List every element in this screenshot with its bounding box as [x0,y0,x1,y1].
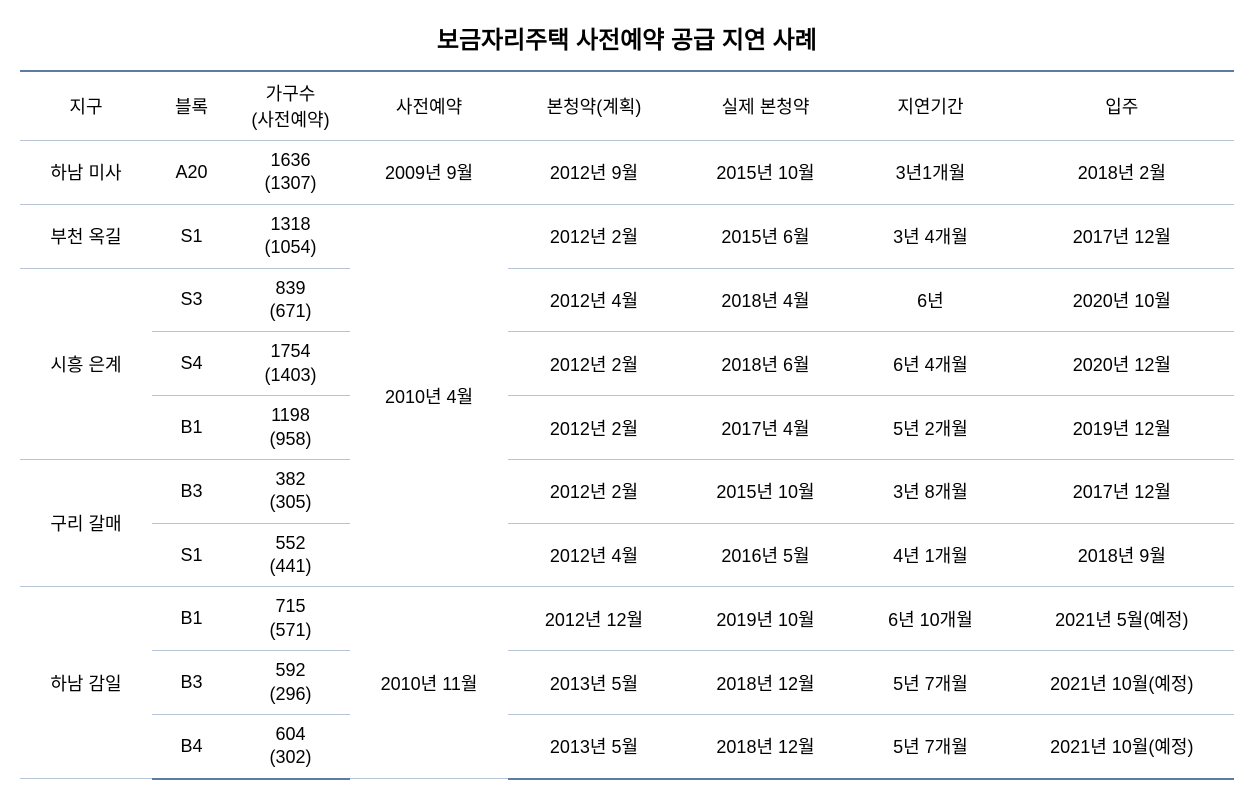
table-row: B3 592 (296) 2013년 5월 2018년 12월 5년 7개월 2… [20,651,1234,715]
cell-movein: 2019년 12월 [1010,396,1234,460]
cell-block: S1 [152,523,231,587]
cell-plan: 2012년 9월 [508,141,680,205]
cell-movein: 2021년 10월(예정) [1010,651,1234,715]
cell-block: B3 [152,459,231,523]
cell-delay: 5년 7개월 [851,651,1009,715]
header-reservation: 사전예약 [350,71,508,141]
cell-reservation: 2009년 9월 [350,141,508,205]
header-actual: 실제 본청약 [680,71,852,141]
header-district: 지구 [20,71,152,141]
header-block: 블록 [152,71,231,141]
cell-households: 715 (571) [231,587,350,651]
cell-block: B1 [152,587,231,651]
cell-movein: 2018년 9월 [1010,523,1234,587]
cell-block: B1 [152,396,231,460]
cell-plan: 2012년 2월 [508,332,680,396]
cell-delay: 5년 2개월 [851,396,1009,460]
cell-movein: 2018년 2월 [1010,141,1234,205]
table-header-row: 지구 블록 가구수 (사전예약) 사전예약 본청약(계획) 실제 본청약 지연기… [20,71,1234,141]
cell-actual: 2017년 4월 [680,396,852,460]
cell-movein: 2021년 5월(예정) [1010,587,1234,651]
cell-households: 1754 (1403) [231,332,350,396]
table-row: 구리 갈매 B3 382 (305) 2012년 2월 2015년 10월 3년… [20,459,1234,523]
cell-actual: 2016년 5월 [680,523,852,587]
cell-block: A20 [152,141,231,205]
cell-block: S1 [152,204,231,268]
table-row: 부천 옥길 S1 1318 (1054) 2010년 4월 2012년 2월 2… [20,204,1234,268]
cell-actual: 2015년 10월 [680,459,852,523]
cell-movein: 2021년 10월(예정) [1010,715,1234,779]
cell-delay: 6년 10개월 [851,587,1009,651]
cell-actual: 2018년 4월 [680,268,852,332]
table-row: S4 1754 (1403) 2012년 2월 2018년 6월 6년 4개월 … [20,332,1234,396]
cell-households: 604 (302) [231,715,350,779]
cell-block: B3 [152,651,231,715]
cell-plan: 2012년 12월 [508,587,680,651]
cell-households: 592 (296) [231,651,350,715]
table-row: 하남 감일 B1 715 (571) 2010년 11월 2012년 12월 2… [20,587,1234,651]
cell-district: 시흥 은계 [20,268,152,459]
table-row: S1 552 (441) 2012년 4월 2016년 5월 4년 1개월 20… [20,523,1234,587]
cell-actual: 2018년 12월 [680,715,852,779]
cell-movein: 2017년 12월 [1010,204,1234,268]
cell-households: 1636 (1307) [231,141,350,205]
cell-actual: 2018년 12월 [680,651,852,715]
cell-households: 382 (305) [231,459,350,523]
cell-district: 구리 갈매 [20,459,152,587]
cell-delay: 3년 8개월 [851,459,1009,523]
cell-households: 552 (441) [231,523,350,587]
cell-district: 부천 옥길 [20,204,152,268]
cell-movein: 2020년 10월 [1010,268,1234,332]
table-row: B1 1198 (958) 2012년 2월 2017년 4월 5년 2개월 2… [20,396,1234,460]
header-movein: 입주 [1010,71,1234,141]
table-row: 하남 미사 A20 1636 (1307) 2009년 9월 2012년 9월 … [20,141,1234,205]
cell-block: S3 [152,268,231,332]
cell-households: 1318 (1054) [231,204,350,268]
cell-households: 839 (671) [231,268,350,332]
table-row: B4 604 (302) 2013년 5월 2018년 12월 5년 7개월 2… [20,715,1234,779]
header-households: 가구수 (사전예약) [231,71,350,141]
table-row: 시흥 은계 S3 839 (671) 2012년 4월 2018년 4월 6년 … [20,268,1234,332]
cell-actual: 2015년 6월 [680,204,852,268]
cell-reservation: 2010년 11월 [350,587,508,779]
cell-actual: 2019년 10월 [680,587,852,651]
table-title: 보금자리주택 사전예약 공급 지연 사례 [20,20,1234,55]
cell-plan: 2012년 2월 [508,459,680,523]
cell-block: B4 [152,715,231,779]
cell-delay: 3년1개월 [851,141,1009,205]
cell-reservation: 2010년 4월 [350,204,508,587]
cell-district: 하남 감일 [20,587,152,779]
cell-delay: 6년 [851,268,1009,332]
cell-actual: 2018년 6월 [680,332,852,396]
header-delay: 지연기간 [851,71,1009,141]
cell-block: S4 [152,332,231,396]
header-plan: 본청약(계획) [508,71,680,141]
delay-cases-table: 지구 블록 가구수 (사전예약) 사전예약 본청약(계획) 실제 본청약 지연기… [20,70,1234,780]
cell-delay: 5년 7개월 [851,715,1009,779]
cell-plan: 2012년 4월 [508,523,680,587]
cell-plan: 2013년 5월 [508,651,680,715]
cell-movein: 2017년 12월 [1010,459,1234,523]
cell-district: 하남 미사 [20,141,152,205]
cell-plan: 2013년 5월 [508,715,680,779]
cell-plan: 2012년 2월 [508,396,680,460]
cell-delay: 6년 4개월 [851,332,1009,396]
cell-actual: 2015년 10월 [680,141,852,205]
cell-delay: 4년 1개월 [851,523,1009,587]
cell-plan: 2012년 4월 [508,268,680,332]
cell-plan: 2012년 2월 [508,204,680,268]
cell-delay: 3년 4개월 [851,204,1009,268]
cell-movein: 2020년 12월 [1010,332,1234,396]
cell-households: 1198 (958) [231,396,350,460]
